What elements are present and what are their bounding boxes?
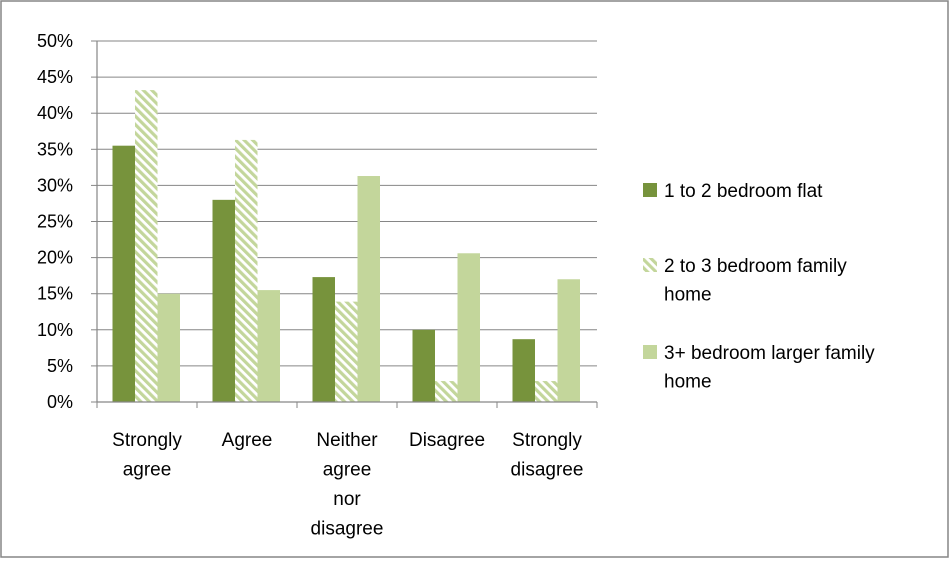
bar-2-to-3-bedroom-family-home-0	[135, 90, 158, 402]
y-tick-label: 10%	[37, 320, 73, 340]
bar-2-to-3-bedroom-family-home-2	[335, 301, 358, 402]
y-tick-label: 40%	[37, 103, 73, 123]
y-tick-label: 20%	[37, 248, 73, 268]
bar-2-to-3-bedroom-family-home-3	[435, 381, 458, 402]
y-tick-label: 45%	[37, 67, 73, 87]
legend: 1 to 2 bedroom flat 2 to 3 bedroom family…	[643, 181, 875, 393]
legend-label: 1 to 2 bedroom flat	[664, 181, 823, 202]
bar-2-to-3-bedroom-family-home-4	[535, 381, 558, 402]
bar-3-bedroom-larger-family-home-3	[457, 253, 480, 402]
y-tick-label: 15%	[37, 284, 73, 304]
y-tick-label: 5%	[47, 356, 73, 376]
bar-3-bedroom-larger-family-home-0	[157, 293, 180, 402]
y-tick-label: 35%	[37, 139, 73, 159]
bar-3-bedroom-larger-family-home-4	[557, 279, 580, 402]
bar-1-to-2-bedroom-flat-1	[212, 199, 235, 402]
bars	[112, 90, 580, 402]
x-axis-category-labels: Strongly agree Agree Neither agree nor disagre…	[112, 430, 583, 540]
legend-swatch	[643, 345, 657, 359]
bar-1-to-2-bedroom-flat-4	[512, 339, 535, 402]
axes	[96, 41, 598, 408]
x-category-label: Strongly agree	[112, 430, 182, 481]
bar-1-to-2-bedroom-flat-0	[112, 145, 135, 402]
x-category-label: Agree	[222, 430, 273, 451]
y-tick-label: 50%	[37, 31, 73, 51]
bar-2-to-3-bedroom-family-home-1	[235, 139, 258, 402]
y-axis-tick-labels: 0% 5% 10% 15% 20% 25% 30% 35% 40% 45% 50%	[37, 31, 97, 412]
bar-3-bedroom-larger-family-home-1	[257, 290, 280, 402]
y-tick-label: 25%	[37, 212, 73, 232]
x-category-label: Neither agree nor disagree	[311, 430, 384, 540]
legend-swatch	[643, 183, 657, 197]
y-tick-label: 0%	[47, 392, 73, 412]
legend-swatch	[643, 258, 657, 272]
bar-3-bedroom-larger-family-home-2	[357, 176, 380, 402]
bar-1-to-2-bedroom-flat-3	[412, 329, 435, 402]
legend-label: 3+ bedroom larger family home	[664, 343, 875, 393]
x-category-label: Strongly disagree	[511, 430, 584, 481]
legend-label: 2 to 3 bedroom family home	[664, 256, 847, 306]
bar-1-to-2-bedroom-flat-2	[312, 277, 335, 402]
x-category-label: Disagree	[409, 430, 485, 451]
y-tick-label: 30%	[37, 175, 73, 195]
